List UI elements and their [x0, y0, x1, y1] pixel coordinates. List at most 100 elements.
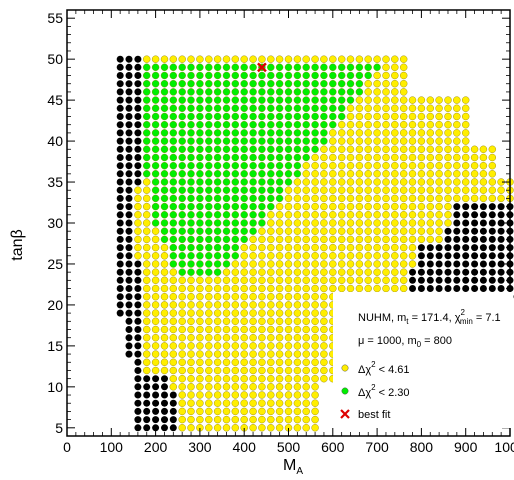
scan-point-band_4_61 — [249, 252, 257, 260]
scan-point-band_2_30 — [231, 120, 240, 129]
scan-point-band_2_30 — [169, 211, 178, 219]
scan-point-band_4_61 — [187, 350, 195, 358]
axis-ticks: 0100200300400500600700800900100051015202… — [47, 10, 514, 455]
scan-point-band_4_61 — [329, 170, 337, 178]
scan-point-band_4_61 — [338, 120, 346, 129]
scan-point-band_4_61 — [222, 284, 231, 293]
scan-point-band_4_61 — [240, 268, 248, 276]
scan-point-band_2_30 — [222, 129, 231, 137]
scan-point-band_2_30 — [267, 71, 275, 80]
scan-point-excluded — [125, 154, 133, 161]
scan-point-band_4_61 — [453, 194, 461, 203]
scan-point-band_2_30 — [302, 104, 310, 113]
scan-point-band_4_61 — [355, 268, 364, 276]
scan-point-band_4_61 — [364, 276, 372, 284]
scan-point-band_2_30 — [249, 178, 257, 186]
scan-point-band_4_61 — [462, 137, 470, 145]
scan-point-excluded — [134, 399, 142, 407]
scan-point-band_2_30 — [142, 170, 151, 178]
scan-point-band_4_61 — [293, 268, 302, 276]
scan-point-band_2_30 — [249, 227, 257, 235]
scan-point-excluded — [116, 260, 124, 268]
scan-point-band_2_30 — [267, 202, 275, 211]
scan-point-band_2_30 — [151, 79, 160, 88]
scan-point-band_4_61 — [400, 178, 408, 186]
scan-point-band_2_30 — [151, 120, 160, 129]
scan-point-band_4_61 — [373, 284, 381, 293]
scan-point-excluded — [161, 407, 168, 415]
scan-point-band_2_30 — [178, 96, 186, 104]
scan-point-band_2_30 — [240, 178, 248, 186]
scan-point-band_4_61 — [284, 293, 293, 301]
scan-point-band_4_61 — [320, 219, 328, 227]
scan-point-band_4_61 — [391, 145, 399, 154]
scan-point-excluded — [116, 219, 124, 227]
scan-point-band_2_30 — [338, 79, 346, 88]
scan-point-band_2_30 — [338, 71, 346, 80]
scan-point-band_4_61 — [373, 186, 381, 194]
scan-point-band_4_61 — [222, 415, 231, 424]
scan-point-band_4_61 — [151, 309, 160, 317]
scan-point-band_4_61 — [382, 96, 390, 104]
scan-point-band_4_61 — [240, 284, 248, 293]
scan-point-band_4_61 — [187, 276, 195, 284]
scan-point-band_4_61 — [382, 88, 390, 96]
scan-point-excluded — [134, 137, 142, 145]
scan-point-band_4_61 — [151, 268, 160, 276]
scan-point-excluded — [116, 145, 124, 153]
scan-point-excluded — [479, 235, 487, 243]
scan-point-band_4_61 — [293, 235, 302, 244]
scan-point-band_2_30 — [320, 129, 328, 137]
scan-point-band_2_30 — [240, 153, 248, 162]
scan-point-band_4_61 — [231, 375, 240, 383]
scan-point-excluded — [116, 285, 124, 292]
scan-point-band_2_30 — [160, 194, 169, 203]
scan-point-band_4_61 — [417, 170, 426, 178]
scan-point-band_4_61 — [311, 194, 319, 203]
scan-point-band_2_30 — [311, 112, 319, 121]
scan-point-band_4_61 — [205, 342, 213, 350]
scan-point-excluded — [143, 375, 151, 383]
scan-point-band_2_30 — [187, 219, 195, 227]
scan-point-band_4_61 — [160, 284, 169, 293]
scan-point-band_2_30 — [187, 235, 195, 244]
scan-point-band_2_30 — [231, 96, 240, 104]
scan-point-band_4_61 — [382, 129, 390, 137]
scan-point-excluded — [116, 203, 124, 211]
scan-point-band_2_30 — [249, 202, 257, 211]
scan-point-band_4_61 — [479, 153, 488, 162]
scan-point-band_2_30 — [267, 153, 275, 162]
scan-point-band_4_61 — [160, 260, 169, 268]
scan-point-band_4_61 — [302, 178, 310, 186]
scan-point-band_4_61 — [196, 399, 204, 407]
scan-point-excluded — [479, 244, 487, 252]
scan-point-band_4_61 — [284, 350, 293, 358]
scan-point-band_2_30 — [196, 120, 204, 129]
scan-point-band_2_30 — [222, 104, 231, 113]
scan-point-band_4_61 — [408, 194, 417, 203]
scan-point-band_4_61 — [311, 211, 319, 219]
scan-point-band_4_61 — [196, 366, 204, 375]
scan-point-band_4_61 — [205, 293, 213, 301]
scan-point-band_4_61 — [338, 178, 346, 186]
scan-point-band_4_61 — [302, 202, 310, 211]
scan-point-band_4_61 — [346, 276, 355, 284]
scan-point-band_4_61 — [417, 120, 426, 129]
scan-point-band_4_61 — [267, 407, 275, 416]
scan-point-band_4_61 — [284, 375, 293, 383]
scan-point-band_4_61 — [275, 55, 284, 63]
scan-point-band_4_61 — [311, 276, 319, 284]
scan-point-band_4_61 — [444, 137, 452, 145]
scan-point-band_4_61 — [178, 391, 186, 399]
scan-point-band_4_61 — [169, 350, 178, 358]
scan-point-band_4_61 — [275, 211, 284, 219]
scan-point-band_4_61 — [151, 325, 160, 334]
scan-point-band_4_61 — [391, 268, 399, 276]
scan-point-band_4_61 — [178, 325, 186, 334]
scan-point-excluded — [134, 358, 142, 366]
scan-point-excluded — [488, 276, 496, 284]
scan-point-band_4_61 — [142, 202, 151, 211]
scan-point-band_4_61 — [284, 186, 293, 194]
scan-point-excluded — [479, 203, 487, 211]
scan-point-excluded — [143, 391, 151, 399]
